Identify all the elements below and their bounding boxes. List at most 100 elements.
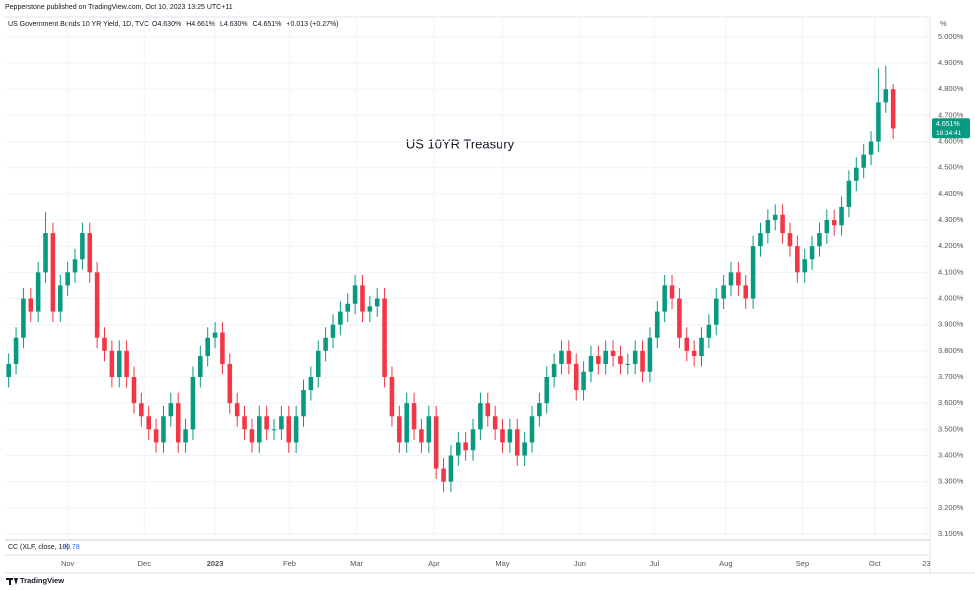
x-tick-label: 2023 [207,559,224,568]
y-tick-label: 4.600% [938,137,964,146]
candle-body [220,332,225,364]
candle-body [485,403,491,417]
x-tick-label: Jul [650,559,660,568]
candle-body [610,350,616,357]
candle-body [750,246,756,299]
candle-body [419,429,424,443]
candle-body [780,214,785,234]
candle-body [831,220,837,226]
x-tick-label: Jun [574,559,586,568]
ohlc-value: L4.630% [220,21,248,28]
candle-body [699,337,704,357]
y-tick-label: 3.900% [938,320,964,329]
candle-body [161,416,166,443]
candle-body [463,442,468,451]
candle-body [352,285,358,304]
candle-body [551,363,557,378]
candle-body [242,416,247,430]
y-tick-label: 4.500% [938,163,964,172]
candle-body [500,429,505,443]
candle-body [374,298,380,307]
candle-body [795,246,800,273]
candle-body [677,298,682,338]
ohlc-value: C4.651% [253,21,282,28]
candle-body [35,272,41,312]
header: Pepperstone published on TradingView.com… [5,4,233,11]
candle-body [279,416,284,430]
y-tick-label: 3.600% [938,398,964,407]
candle-body [868,141,874,155]
candle-body [588,356,594,372]
candle-body [360,285,365,312]
candle-body [397,416,402,443]
candle-body [772,214,778,221]
candle-body [573,363,579,391]
candle-body [514,429,520,456]
chart-title: US 10YR Treasury [406,136,515,151]
candle-body [581,371,586,391]
candle-body [478,403,483,430]
candle-body [846,180,852,207]
x-tick-label: Feb [283,559,296,568]
symbol: US Government Bonds 10 YR Yield, 1D, TVC [8,21,149,28]
candle-body [721,285,726,299]
candle-body [124,350,129,378]
candle-body [87,233,93,273]
candle-body [72,259,78,273]
y-tick-label: 3.100% [938,529,964,538]
candle-body [765,220,771,234]
indicator-name: CC (XLF, close, 10) [8,544,69,551]
ohlc-readout: O4.630% H4.661% L4.630% C4.651% +0.013 (+0.2… [152,21,339,28]
logo [6,578,18,585]
candle-body [13,337,19,364]
y-tick-label: 4.200% [938,241,964,250]
candle-body [212,332,218,338]
candle-body [603,350,608,364]
last-price-label: 4.651% [936,121,960,128]
y-tick-label: 5.000% [938,32,964,41]
candle-body [256,416,262,443]
candle-body [743,285,749,299]
candle-body [839,206,844,226]
indicator-value: −0.78 [62,544,80,551]
candle-body [426,416,432,443]
candle-body [713,298,719,325]
candle-body [21,298,26,338]
candle-body [234,403,240,417]
candle-body [507,429,513,443]
candle-body [492,416,498,430]
candle-body [315,350,321,378]
candle-body [669,285,675,299]
y-tick-label: 4.400% [938,189,964,198]
candle-body [691,350,697,357]
x-tick-label: Nov [61,559,75,568]
candle-body [183,429,188,443]
candle-body [43,233,48,273]
candle-body [404,403,409,443]
y-tick-label: 3.400% [938,450,964,459]
candle-body [382,298,387,378]
candle-body [559,350,564,364]
ohlc-value: H4.661% [186,21,215,28]
candle-body [338,311,343,325]
candle-body [625,363,631,365]
candle-body [175,403,181,443]
x-tick-label: Aug [719,559,732,568]
candle-body [876,102,881,142]
candle-body [249,429,255,443]
candle-body [824,220,830,234]
candle-body [131,377,137,404]
y-tick-label: 3.200% [938,503,964,512]
ohlc-value: O4.630% [152,21,181,28]
candle-body [308,377,314,391]
candle-body [198,356,203,378]
candle-body [758,233,763,247]
y-tick-label: 4.900% [938,58,964,67]
candle-body [57,285,63,312]
candle-body [153,429,159,443]
candle-body [323,337,328,351]
y-tick-label: 4.800% [938,84,964,93]
y-tick-label: 3.800% [938,346,964,355]
